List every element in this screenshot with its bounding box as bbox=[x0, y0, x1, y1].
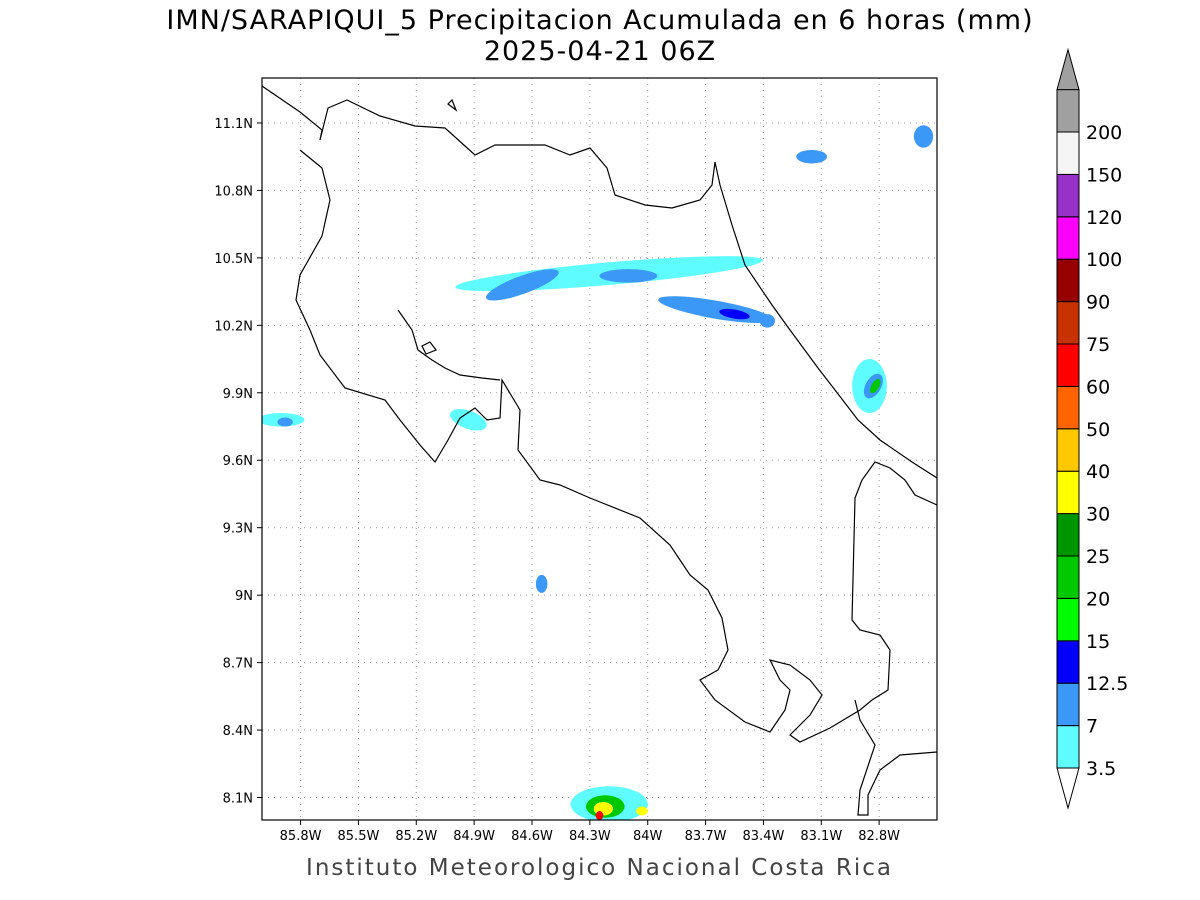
lat-tick-label: 9.3N bbox=[223, 522, 253, 537]
precip-cell bbox=[449, 409, 487, 431]
precip-cell bbox=[599, 269, 658, 283]
lat-tick-label: 8.7N bbox=[223, 657, 253, 672]
legend-swatch bbox=[1056, 301, 1080, 345]
precip-cell bbox=[913, 125, 934, 148]
lat-tick-label: 9N bbox=[235, 589, 253, 604]
lat-tick-label: 8.1N bbox=[223, 792, 253, 807]
plot-border bbox=[261, 77, 938, 821]
legend-swatch bbox=[1056, 173, 1080, 218]
legend-label: 200 bbox=[1086, 122, 1122, 144]
legend-label: 150 bbox=[1086, 164, 1122, 186]
map-title: IMN/SARAPIQUI_5 Precipitacion Acumulada … bbox=[166, 5, 1034, 36]
legend-label: 30 bbox=[1086, 504, 1110, 526]
lon-tick-label: 84.3W bbox=[569, 829, 611, 844]
legend-swatch bbox=[1056, 640, 1080, 684]
precip-cell bbox=[796, 149, 828, 164]
lat-tick-label: 11.1N bbox=[214, 117, 253, 132]
lon-tick-label: 85.8W bbox=[280, 829, 322, 844]
legend-label: 90 bbox=[1086, 292, 1110, 314]
coastline-island-north bbox=[447, 98, 458, 112]
legend-label: 40 bbox=[1086, 461, 1110, 483]
map-timestamp: 2025-04-21 06Z bbox=[483, 36, 717, 67]
coastline-south bbox=[854, 699, 937, 816]
lon-tick-label: 85.5W bbox=[338, 829, 380, 844]
legend-label: 20 bbox=[1086, 588, 1110, 610]
legend-swatch bbox=[1056, 513, 1080, 557]
nicoya-gulf bbox=[397, 309, 501, 381]
lon-tick-label: 84.9W bbox=[453, 829, 495, 844]
lon-tick-label: 84.6W bbox=[511, 829, 553, 844]
precipitation-field bbox=[262, 125, 934, 820]
plot-area bbox=[262, 78, 937, 820]
lon-tick-label: 85.2W bbox=[395, 829, 437, 844]
legend-label: 75 bbox=[1086, 334, 1110, 356]
legend-swatch bbox=[1056, 597, 1080, 642]
legend-swatch bbox=[1056, 725, 1080, 769]
precip-cell bbox=[277, 417, 293, 427]
lat-tick-label: 9.9N bbox=[223, 387, 253, 402]
precip-cell bbox=[719, 308, 750, 320]
color-legend: 3.5 7 12.5 15 20 25 30 40 50 60 75 90 100 120 150 200 bbox=[1056, 47, 1128, 810]
legend-arrow-low bbox=[1056, 767, 1080, 810]
coastline-island bbox=[421, 341, 437, 355]
lat-tick-label: 8.4N bbox=[223, 724, 253, 739]
legend-arrow-high bbox=[1056, 47, 1080, 91]
coastline bbox=[262, 85, 937, 816]
legend-swatch bbox=[1056, 89, 1080, 133]
legend-swatch bbox=[1056, 131, 1080, 175]
map-axes: 11.1N 10.8N 10.5N 10.2N 9.9N 9.6N 9.3N 9N 8.7N 8.… bbox=[214, 117, 900, 844]
legend-swatch bbox=[1056, 682, 1080, 727]
legend-label: 50 bbox=[1086, 419, 1110, 441]
lon-tick-label: 83.1W bbox=[800, 829, 842, 844]
legend-label: 120 bbox=[1086, 207, 1122, 229]
legend-swatch bbox=[1056, 470, 1080, 515]
lon-tick-label: 83.7W bbox=[685, 829, 727, 844]
precip-cell bbox=[485, 269, 559, 301]
legend-label: 100 bbox=[1086, 249, 1122, 271]
lon-tick-label: 83.4W bbox=[743, 829, 785, 844]
precip-cell bbox=[595, 811, 604, 820]
legend-swatch bbox=[1056, 216, 1080, 260]
legend-label: 15 bbox=[1086, 631, 1110, 653]
coastline-north bbox=[262, 85, 937, 479]
coastline-pacific bbox=[295, 149, 937, 743]
precip-cell bbox=[870, 378, 881, 394]
legend-swatch bbox=[1056, 343, 1080, 387]
precip-cell bbox=[759, 314, 775, 328]
legend-swatch bbox=[1056, 258, 1080, 303]
lat-tick-label: 10.8N bbox=[214, 184, 253, 199]
legend-swatch bbox=[1056, 428, 1080, 472]
legend-label: 60 bbox=[1086, 376, 1110, 398]
legend-swatch bbox=[1056, 385, 1080, 430]
legend-swatch bbox=[1056, 555, 1080, 599]
lat-tick-label: 10.2N bbox=[214, 319, 253, 334]
legend-label: 7 bbox=[1086, 716, 1098, 738]
lon-tick-label: 84W bbox=[633, 829, 663, 844]
lon-tick-label: 82.8W bbox=[858, 829, 900, 844]
legend-label: 12.5 bbox=[1086, 673, 1128, 695]
legend-label: 25 bbox=[1086, 546, 1110, 568]
precip-cell bbox=[636, 806, 648, 816]
lat-tick-label: 9.6N bbox=[223, 454, 253, 469]
footer-credit: Instituto Meteorologico Nacional Costa R… bbox=[306, 855, 893, 881]
legend-label: 3.5 bbox=[1086, 758, 1116, 780]
precip-cell bbox=[535, 574, 548, 593]
lat-tick-label: 10.5N bbox=[214, 252, 253, 267]
